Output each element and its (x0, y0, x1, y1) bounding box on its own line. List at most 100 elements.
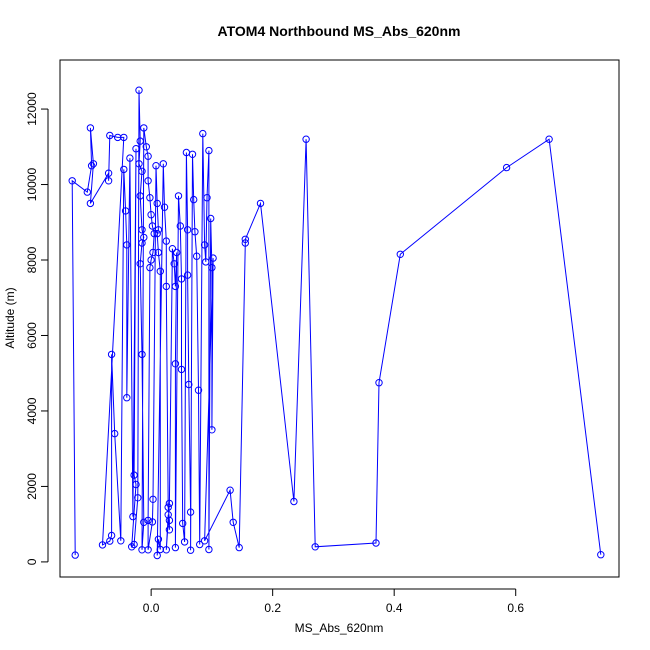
y-tick-label: 4000 (25, 397, 39, 424)
data-point (164, 511, 172, 519)
data-point (138, 167, 146, 176)
data-point (144, 177, 152, 185)
data-point (98, 541, 107, 549)
data-point (185, 380, 193, 389)
data-point (148, 222, 157, 230)
data-point (188, 150, 197, 159)
y-axis-label: Altitude (m) (3, 287, 17, 348)
data-point (202, 258, 210, 266)
x-tick-label: 0.4 (386, 601, 403, 615)
data-point (136, 192, 144, 200)
data-point (138, 239, 146, 247)
data-point (205, 146, 213, 155)
data-point (162, 282, 171, 291)
series-layer (68, 86, 605, 560)
data-point (194, 386, 203, 394)
data-point (120, 165, 128, 174)
data-point (176, 222, 185, 230)
data-point (256, 199, 265, 208)
data-point (186, 546, 195, 554)
data-point (106, 131, 114, 140)
x-tick-label: 0.6 (507, 601, 524, 615)
data-point (160, 203, 169, 211)
data-point (302, 135, 310, 143)
data-point (372, 539, 380, 547)
data-point (207, 214, 215, 223)
data-point (200, 241, 209, 249)
data-point (149, 495, 157, 503)
data-point (144, 152, 152, 160)
data-point (183, 271, 192, 279)
x-axis: 0.0 0.2 0.4 0.6 (143, 588, 524, 615)
data-point (229, 518, 237, 526)
data-point (147, 211, 155, 219)
data-point (159, 160, 168, 168)
data-point (183, 226, 192, 234)
data-point (128, 543, 136, 551)
data-point (140, 518, 148, 526)
data-point (502, 163, 511, 172)
data-point (165, 516, 174, 525)
data-point (186, 508, 195, 516)
data-point (191, 228, 199, 236)
x-tick-label: 0.0 (143, 601, 160, 615)
data-point (104, 169, 113, 177)
data-point (164, 503, 172, 511)
data-point (290, 497, 298, 506)
data-point (154, 248, 163, 257)
data-point (190, 195, 198, 204)
data-point (153, 229, 161, 238)
data-point (179, 519, 187, 528)
data-point (226, 486, 234, 494)
data-point (209, 254, 217, 262)
data-point (396, 250, 404, 259)
data-point (135, 160, 143, 168)
data-point (149, 248, 157, 257)
data-point (120, 133, 128, 142)
data-point (152, 162, 160, 170)
data-point (205, 545, 213, 554)
data-point (71, 551, 79, 559)
data-point (375, 379, 383, 387)
data-point (147, 256, 155, 264)
data-point (123, 241, 131, 249)
data-point (165, 526, 174, 534)
data-point (171, 360, 180, 368)
data-point (89, 160, 98, 168)
data-point (171, 543, 180, 552)
x-axis-label: MS_Abs_620nm (295, 621, 384, 635)
data-point (129, 512, 137, 521)
data-point (235, 543, 243, 552)
data-point (153, 551, 161, 560)
data-point (144, 546, 152, 554)
data-point (132, 145, 140, 153)
data-point (86, 124, 95, 132)
data-point (173, 248, 181, 257)
data-point (177, 275, 186, 283)
data-point (146, 263, 154, 272)
y-tick-label: 12000 (25, 92, 39, 126)
data-point (138, 350, 146, 359)
data-point (545, 135, 553, 143)
data-point (130, 540, 138, 549)
data-point (111, 429, 119, 438)
data-point (177, 365, 186, 374)
data-point (121, 207, 130, 215)
data-point (597, 551, 605, 559)
data-point (148, 518, 157, 526)
data-point (153, 199, 161, 208)
data-point (154, 226, 163, 234)
x-tick-label: 0.2 (264, 601, 281, 615)
data-point (193, 252, 201, 260)
data-point (132, 480, 140, 489)
data-point (241, 239, 250, 247)
data-point (174, 192, 183, 200)
data-point (196, 540, 204, 549)
data-point (68, 177, 76, 185)
chart-title: ATOM4 Northbound MS_Abs_620nm (218, 23, 461, 39)
data-point (86, 199, 95, 208)
y-tick-label: 8000 (25, 246, 39, 273)
data-point (144, 516, 152, 525)
data-point (136, 260, 144, 268)
data-point (168, 245, 177, 253)
